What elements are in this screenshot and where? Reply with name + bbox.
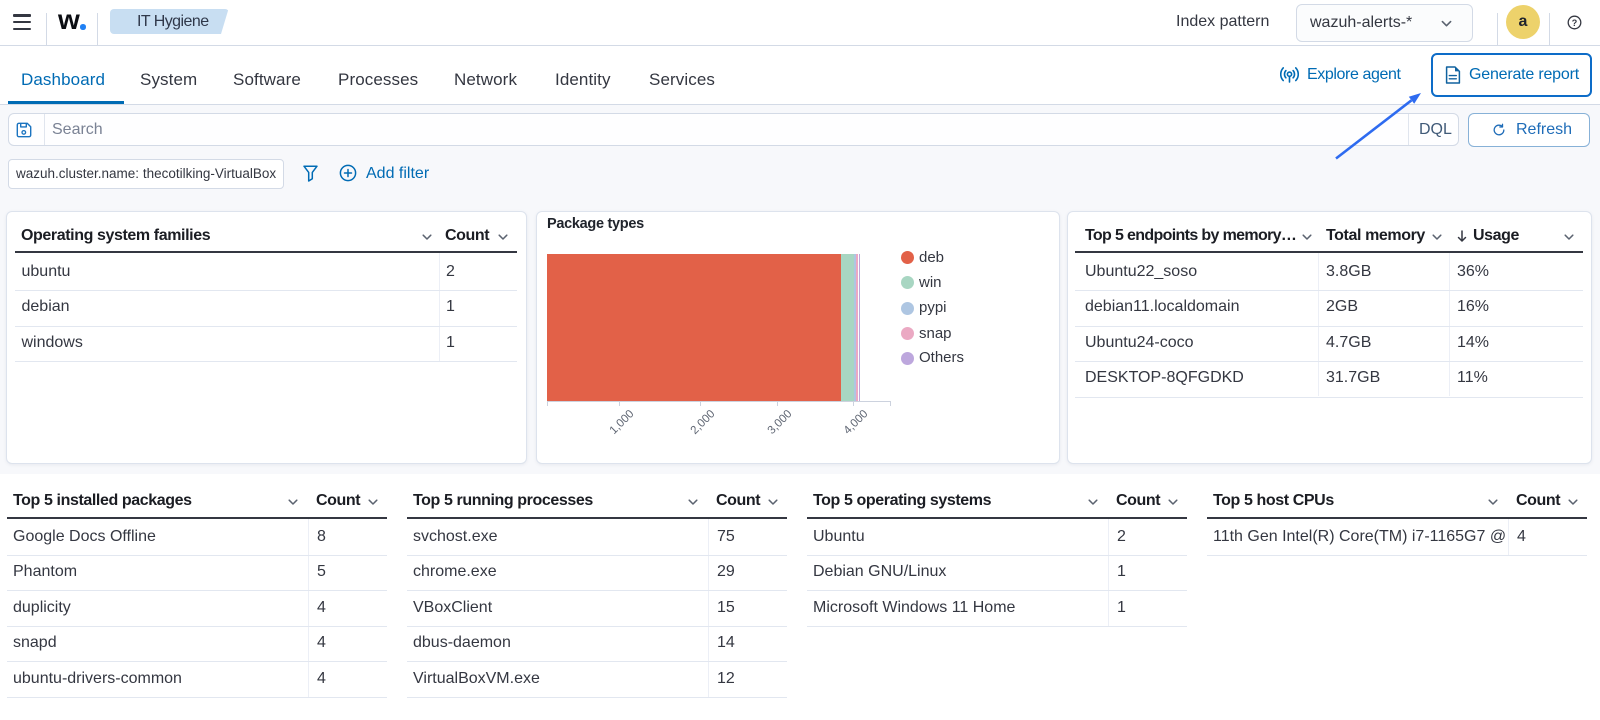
svg-text:?: ?	[1572, 18, 1578, 28]
